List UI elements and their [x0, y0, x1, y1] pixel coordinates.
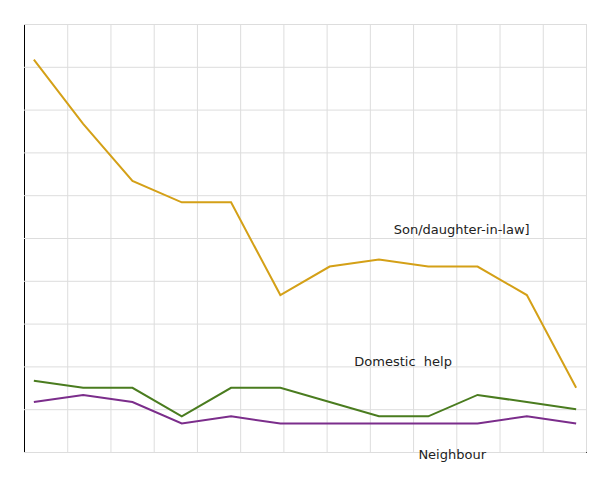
y-tick: [24, 110, 586, 111]
y-tick: [24, 24, 586, 25]
series-line: [34, 60, 576, 388]
annotations: Son/daughter-in-law] Domestic help Neighbo…: [354, 222, 529, 462]
y-axis-line: [25, 25, 587, 453]
y-axis: [24, 25, 586, 453]
y-tick: [24, 238, 586, 239]
annotation: Son/daughter-in-law]: [394, 222, 530, 237]
y-tick: [24, 67, 586, 68]
y-grid-line: [24, 366, 586, 367]
y-tick: [24, 366, 586, 367]
y-grid-line: [24, 110, 586, 111]
y-grid-line: [24, 67, 586, 68]
plot-area: Son/daughter-in-law] Domestic help Neighbo…: [24, 24, 587, 462]
x-grid-line: [586, 24, 587, 452]
y-grid-line: [24, 409, 586, 410]
y-tick: [24, 195, 586, 196]
chart: Son/daughter-in-law] Domestic help Neighbo…: [0, 0, 610, 488]
y-tick: [24, 452, 586, 453]
y-tick: [24, 409, 586, 410]
y-grid-line: [24, 24, 586, 25]
x-tick: [586, 24, 587, 452]
y-grid-line: [24, 195, 586, 196]
y-tick: [24, 324, 586, 325]
lines: [34, 60, 576, 424]
series-line: [34, 395, 576, 424]
annotation: Neighbour: [418, 447, 486, 462]
y-grid-line: [24, 452, 586, 453]
y-grid-line: [24, 238, 586, 239]
y-grid-line: [24, 324, 586, 325]
x-axis: [25, 24, 587, 453]
x-axis-line: [25, 24, 587, 453]
series-line: [34, 381, 576, 417]
annotation: Domestic help: [354, 354, 452, 369]
